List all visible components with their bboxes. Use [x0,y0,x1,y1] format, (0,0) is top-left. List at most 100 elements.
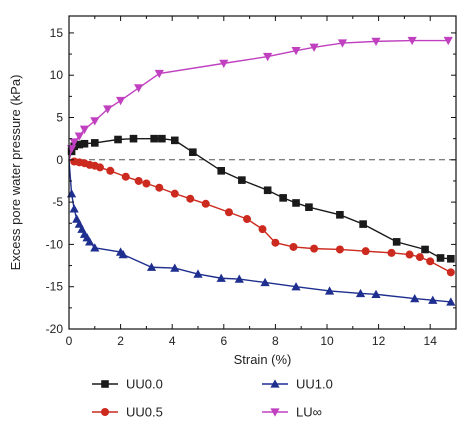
data-point [443,36,453,46]
data-point [118,249,128,259]
data-point [371,37,381,46]
y-tick-label: 10 [50,68,64,82]
x-axis-title: Strain (%) [234,352,292,367]
data-point [336,210,344,219]
data-point [335,245,344,254]
legend-marker [101,380,109,388]
data-point [447,254,455,263]
x-tick-label: 12 [372,334,386,348]
data-point [263,186,272,195]
x-tick-label: 0 [66,334,73,348]
legend-marker [270,379,280,388]
data-point [359,220,367,228]
data-point [134,176,143,185]
data-point [85,237,95,246]
series-line [68,39,449,160]
x-tick-label: 14 [424,334,438,348]
data-point [186,194,195,203]
data-point [69,204,79,213]
legend-item: LU∞ [262,405,322,420]
data-point [170,263,180,272]
data-point [106,166,115,175]
data-point [305,203,313,211]
data-point [405,250,414,259]
data-point [292,199,300,207]
data-point [69,138,79,147]
data-point [74,132,84,141]
data-point [219,59,229,68]
data-point [436,254,445,262]
legend-label: UU1.0 [296,377,333,392]
x-tick-label: 2 [117,334,124,348]
data-point [80,139,89,148]
data-point [103,105,113,114]
series-0 [67,134,455,263]
data-point [201,199,210,208]
data-point [95,163,104,172]
data-point [260,277,270,287]
y-tick-label: -5 [52,195,63,209]
data-point [238,176,246,184]
data-point [324,286,335,295]
y-tick-label: 0 [56,153,63,167]
data-point [114,135,122,144]
data-point [407,36,417,46]
legend-marker [270,408,280,417]
data-point [170,189,179,198]
axes: 0 2 4 6 8 10 12 14 -20 -15 -10 -5 0 5 10 15 [46,15,457,348]
data-point [146,262,157,271]
data-point [90,243,100,252]
legend-item: UU0.5 [92,405,163,420]
legend-item: UU1.0 [262,377,333,392]
y-tick-label: 15 [50,26,64,40]
legend: UU0.0 UU0.5 UU1.0 LU∞ [92,377,333,420]
data-point [291,47,301,56]
data-point [279,194,287,202]
data-point [355,288,366,298]
data-point [291,282,301,291]
data-point [361,247,370,256]
y-tick-label: -20 [46,322,64,336]
data-point [193,269,203,278]
data-point [387,248,396,257]
series-3 [66,36,453,160]
data-point [170,136,179,145]
data-point [66,189,77,198]
legend-label: LU∞ [296,405,322,420]
data-point [216,273,226,282]
legend-marker [101,408,109,416]
data-point [415,253,424,262]
data-point [217,167,226,175]
data-point [155,183,164,192]
data-point [271,238,280,247]
data-point [134,84,144,93]
data-point [79,125,90,134]
data-point [410,293,420,303]
legend-label: UU0.0 [126,377,163,392]
series-1 [68,157,455,277]
data-point [90,117,100,126]
data-point [426,257,435,266]
data-point [421,245,429,254]
data-point [263,52,273,62]
data-point [392,238,401,246]
data-point [189,148,197,156]
data-point [234,274,244,283]
data-point [289,242,298,251]
data-point [310,244,319,253]
data-point [224,208,233,217]
y-tick-label: -10 [46,237,64,251]
data-point [446,268,455,277]
data-point [150,134,158,143]
data-point [142,179,151,188]
plot-frame [68,15,457,330]
y-tick-label: -15 [46,280,64,294]
data-point [446,297,456,306]
data-point [371,289,381,298]
x-tick-label: 4 [169,334,176,348]
data-point [309,43,319,52]
y-tick-label: 5 [56,111,63,125]
data-point [154,69,164,79]
